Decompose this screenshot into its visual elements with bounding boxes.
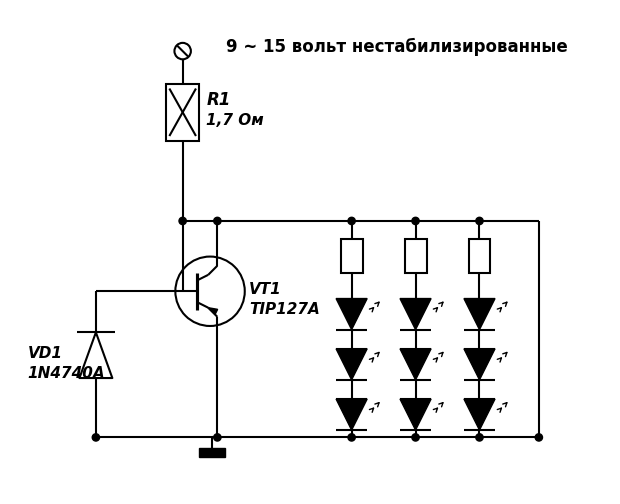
Text: 9 ~ 15 вольт нестабилизированные: 9 ~ 15 вольт нестабилизированные xyxy=(226,38,569,56)
Polygon shape xyxy=(464,399,495,430)
Bar xyxy=(469,239,490,273)
Text: VD1: VD1 xyxy=(27,346,63,361)
Bar xyxy=(405,239,427,273)
Circle shape xyxy=(348,217,355,225)
Text: TIP127A: TIP127A xyxy=(249,302,320,317)
Circle shape xyxy=(214,434,221,441)
Polygon shape xyxy=(464,349,495,380)
Circle shape xyxy=(476,217,483,225)
Text: VT1: VT1 xyxy=(249,282,282,297)
Circle shape xyxy=(214,217,221,225)
Polygon shape xyxy=(400,399,431,430)
Text: 1,7 Ом: 1,7 Ом xyxy=(206,113,264,128)
Text: 1N4740A: 1N4740A xyxy=(27,366,105,381)
Circle shape xyxy=(412,434,419,441)
Polygon shape xyxy=(208,308,218,314)
Polygon shape xyxy=(336,298,367,330)
Circle shape xyxy=(535,434,542,441)
Bar xyxy=(166,84,199,141)
Polygon shape xyxy=(400,298,431,330)
Polygon shape xyxy=(464,298,495,330)
Bar xyxy=(199,449,224,458)
Polygon shape xyxy=(400,349,431,380)
Circle shape xyxy=(476,434,483,441)
Bar xyxy=(340,239,363,273)
Polygon shape xyxy=(336,349,367,380)
Circle shape xyxy=(412,217,419,225)
Polygon shape xyxy=(336,399,367,430)
Circle shape xyxy=(92,434,100,441)
Text: R1: R1 xyxy=(206,91,231,109)
Circle shape xyxy=(348,434,355,441)
Circle shape xyxy=(179,217,187,225)
